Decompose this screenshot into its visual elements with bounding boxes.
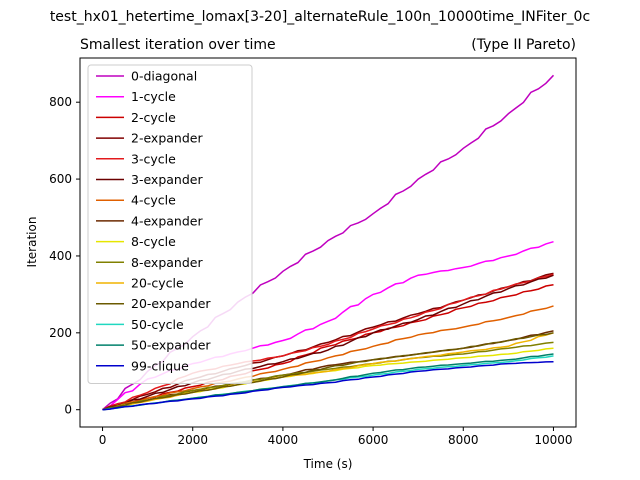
- x-tick-label: 10000: [534, 433, 572, 447]
- y-tick-label: 200: [49, 326, 72, 340]
- x-tick-label: 6000: [358, 433, 389, 447]
- x-tick-label: 2000: [177, 433, 208, 447]
- legend-label-20-expander: 20-expander: [131, 296, 211, 311]
- legend-label-3-cycle: 3-cycle: [131, 151, 176, 166]
- legend-label-0-diagonal: 0-diagonal: [131, 69, 197, 84]
- legend-label-50-cycle: 50-cycle: [131, 317, 184, 332]
- legend-label-99-clique: 99-clique: [131, 358, 189, 373]
- y-axis-label: Iteration: [25, 217, 39, 268]
- figure-title: test_hx01_hetertime_lomax[3-20]_alternat…: [50, 9, 590, 25]
- chart-title-left: Smallest iteration over time: [80, 37, 276, 53]
- y-tick-label: 800: [49, 95, 72, 109]
- legend-label-20-cycle: 20-cycle: [131, 276, 184, 291]
- series-line-4-cycle: [102, 305, 554, 411]
- plot-frame: [79, 57, 577, 428]
- y-tick-label: 0: [64, 403, 72, 417]
- plot-lines: [102, 74, 555, 411]
- y-tick-label: 600: [49, 172, 72, 186]
- x-tick-label: 0: [99, 433, 107, 447]
- legend-label-4-expander: 4-expander: [131, 213, 203, 228]
- legend-label-2-expander: 2-expander: [131, 131, 203, 146]
- legend-label-50-expander: 50-expander: [131, 338, 211, 353]
- legend-label-1-cycle: 1-cycle: [131, 89, 176, 104]
- legend-label-4-cycle: 4-cycle: [131, 193, 176, 208]
- x-axis-label: Time (s): [303, 457, 353, 471]
- legend: 0-diagonal 1-cycle 2-cycle 2-expander 3-cycl…: [87, 64, 253, 384]
- legend-box: [87, 64, 253, 384]
- series-line-2-expander: [102, 272, 554, 411]
- x-tick-label: 4000: [268, 433, 299, 447]
- legend-label-8-cycle: 8-cycle: [131, 234, 176, 249]
- series-line-3-expander: [102, 274, 554, 411]
- chart-title-right: (Type II Pareto): [471, 37, 576, 53]
- x-tick-label: 8000: [448, 433, 479, 447]
- series-line-20-expander: [102, 332, 554, 411]
- y-tick-label: 400: [49, 249, 72, 263]
- legend-label-2-cycle: 2-cycle: [131, 110, 176, 125]
- legend-label-3-expander: 3-expander: [131, 172, 203, 187]
- x-axis: 0 2000 4000 6000 8000 10000: [99, 427, 573, 447]
- y-axis: 0 200 400 600 800: [49, 95, 80, 417]
- legend-label-8-expander: 8-expander: [131, 255, 203, 270]
- series-line-99-clique: [102, 360, 554, 411]
